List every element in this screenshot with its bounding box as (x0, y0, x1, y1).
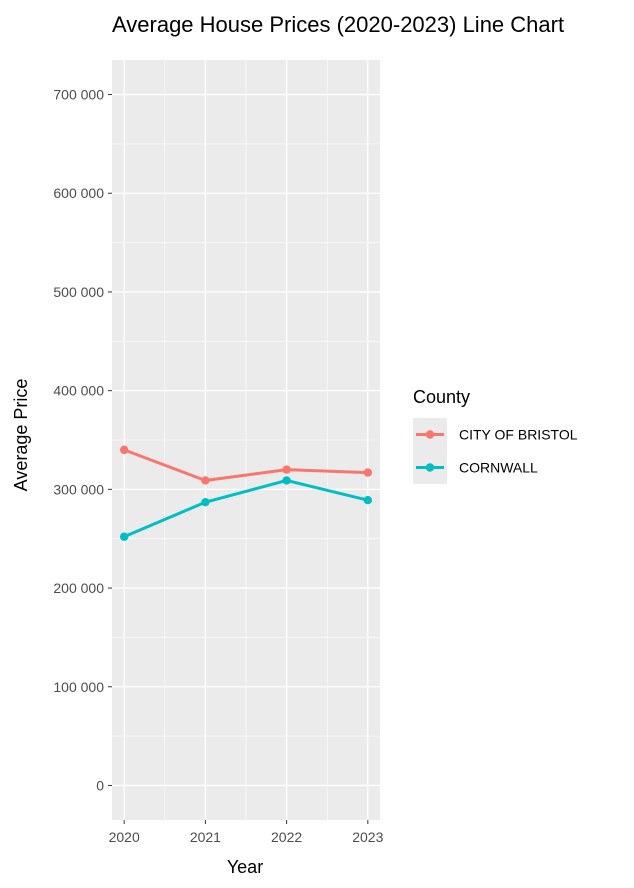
legend-key-point (425, 463, 435, 472)
legend-title: County (413, 387, 470, 407)
legend-label: CITY OF BRISTOL (459, 427, 578, 443)
y-tick-label: 700 000 (53, 87, 104, 103)
x-tick-label: 2021 (190, 829, 221, 845)
data-point (201, 476, 210, 485)
data-point (119, 532, 129, 541)
axes: 0 100 000 200 000 300 000 400 000 500 000 600 … (53, 87, 383, 845)
chart-title: Average House Prices (2020-2023) Line Ch… (112, 12, 564, 37)
y-tick-label: 0 (96, 777, 104, 793)
y-tick-label: 400 000 (53, 383, 104, 399)
data-point (282, 465, 291, 474)
y-axis-title: Average Price (11, 379, 31, 492)
legend-label: CORNWALL (459, 460, 538, 476)
x-tick-label: 2020 (109, 829, 140, 845)
series-line (122, 448, 370, 482)
data-point (363, 496, 373, 505)
x-tick-label: 2023 (352, 829, 383, 845)
y-tick-label: 200 000 (53, 580, 104, 596)
grid-lines (112, 60, 380, 820)
series-lines (119, 445, 373, 541)
x-tick-label: 2022 (271, 829, 302, 845)
data-point (282, 476, 291, 485)
y-tick-label: 500 000 (53, 284, 104, 300)
x-axis-title: Year (227, 857, 263, 877)
data-point (119, 445, 129, 455)
legend: County CITY OF BRISTOL CORNWALL (413, 387, 578, 484)
y-tick-label: 300 000 (53, 481, 104, 497)
y-tick-label: 600 000 (53, 185, 104, 201)
data-point (363, 468, 373, 477)
legend-items: CITY OF BRISTOL CORNWALL (413, 418, 578, 484)
series-line (122, 478, 370, 539)
legend-key-point (425, 430, 435, 439)
y-tick-label: 100 000 (53, 679, 104, 695)
data-point (201, 497, 210, 507)
